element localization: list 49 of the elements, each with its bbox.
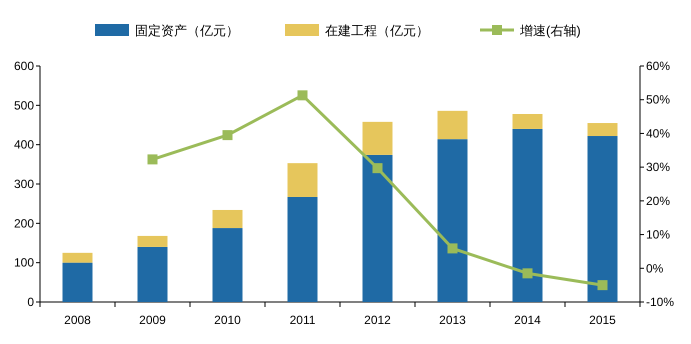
bar (588, 136, 618, 302)
bar (362, 122, 392, 155)
x-tick-label: 2012 (364, 313, 392, 327)
bar (288, 196, 318, 302)
bar (438, 139, 468, 302)
y-tick-label: 300 (14, 177, 34, 191)
bar (62, 262, 92, 302)
point (598, 280, 608, 290)
bar (212, 228, 242, 302)
x-tick-label: 2013 (439, 313, 466, 327)
bar (512, 114, 542, 129)
x-tick-label: 2014 (514, 313, 542, 327)
bar (438, 110, 468, 140)
y2-tick-label: 60% (646, 59, 670, 73)
y-tick-label: 500 (14, 98, 34, 112)
y2-tick-label: 0% (646, 261, 664, 276)
bar (288, 163, 318, 197)
y-tick-label: 400 (14, 138, 34, 152)
x-tick-label: 2009 (139, 313, 166, 327)
y2-tick-label: 50% (646, 92, 670, 107)
y2-tick-label: 30% (646, 160, 670, 174)
point (222, 130, 232, 140)
y-tick-label: 0 (27, 295, 34, 309)
y2-tick-label: 20% (646, 194, 670, 208)
legend-label: 固定资产（亿元） (135, 23, 239, 38)
bar (62, 252, 92, 263)
legend-label: 在建工程（亿元） (325, 23, 429, 38)
bar (138, 246, 168, 302)
point (148, 154, 158, 164)
bar (138, 236, 168, 247)
bar (588, 123, 618, 136)
point (448, 243, 458, 254)
y-tick-label: 100 (14, 256, 34, 270)
x-tick-label: 2010 (214, 313, 242, 327)
x-tick-label: 2015 (589, 313, 616, 327)
y-tick-label: 600 (14, 59, 34, 73)
point (522, 268, 532, 278)
point (372, 163, 382, 174)
bar (512, 128, 542, 302)
x-tick-label: 2008 (64, 313, 92, 327)
legend-label: 增速(右轴) (519, 23, 581, 38)
x-tick-label: 2011 (290, 313, 316, 327)
bar (212, 210, 242, 228)
y2-tick-label: 10% (646, 228, 670, 242)
bar (362, 154, 392, 302)
point (298, 90, 308, 100)
y-tick-label: 200 (14, 216, 34, 230)
y2-tick-label: -10% (646, 295, 674, 309)
y2-tick-label: 40% (646, 126, 670, 140)
